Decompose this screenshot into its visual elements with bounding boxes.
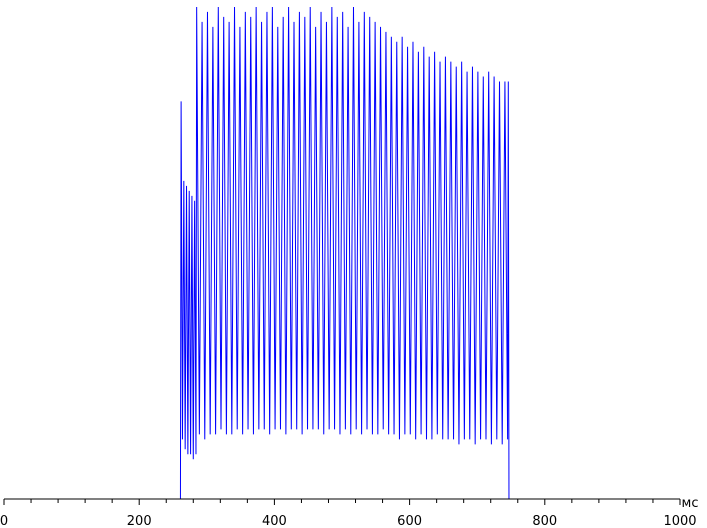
x-tick-label: 200: [127, 514, 152, 528]
signal-line: [4, 6, 680, 500]
x-tick-label: 800: [532, 514, 557, 528]
x-tick-label: 600: [397, 514, 422, 528]
x-tick-label: 400: [262, 514, 287, 528]
x-tick-label: 0: [0, 514, 8, 528]
x-tick-label: 1000: [663, 514, 696, 528]
x-unit-label: мс: [682, 496, 699, 511]
